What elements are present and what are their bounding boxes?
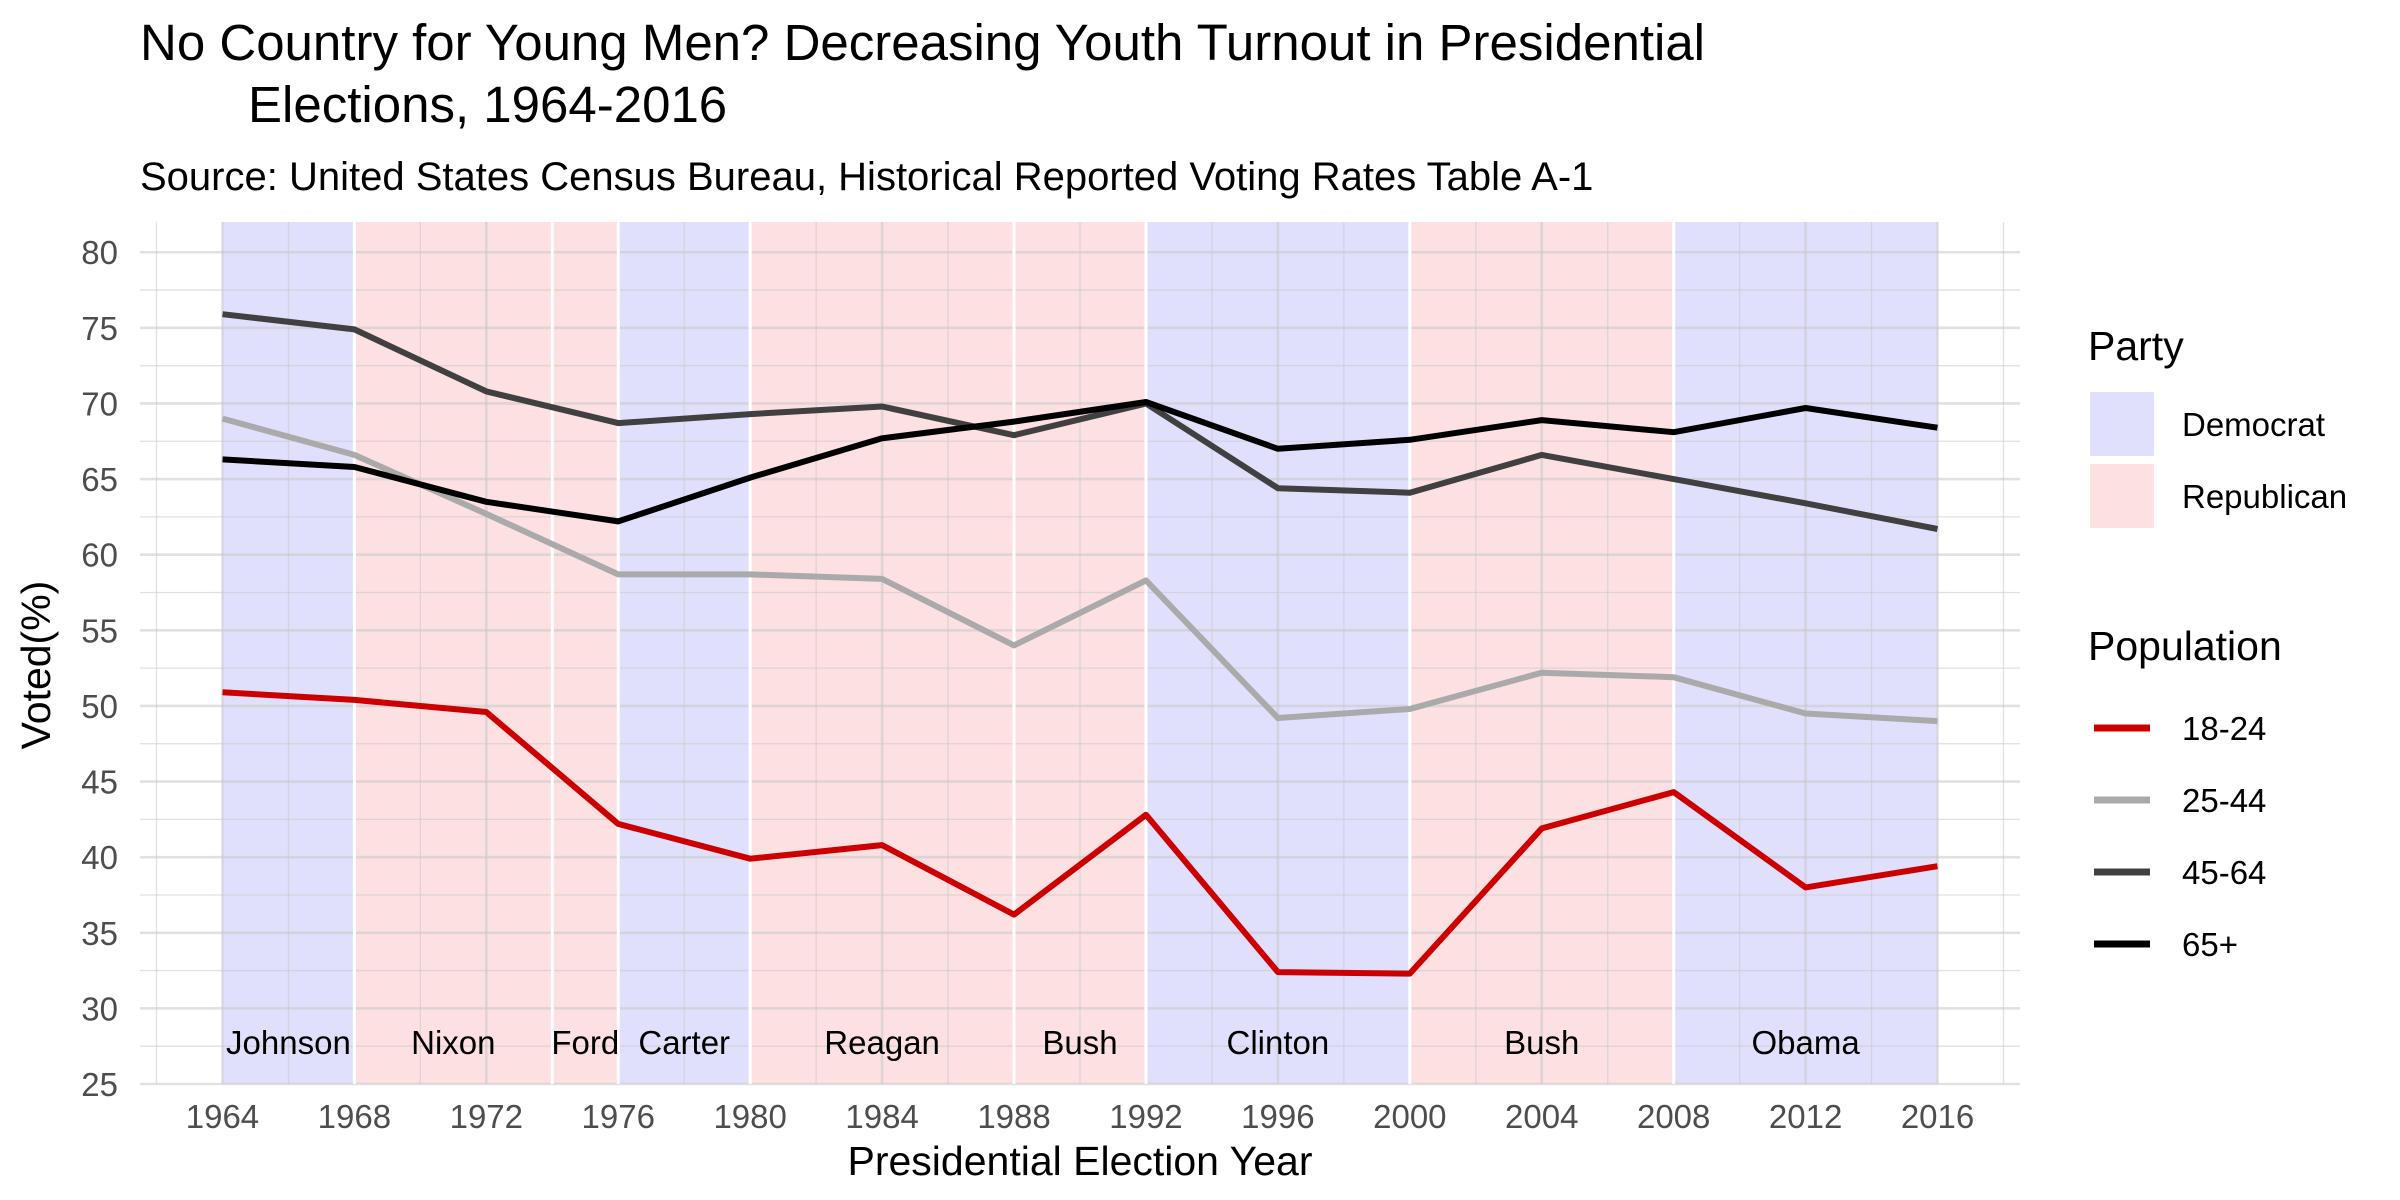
legend-key-republican bbox=[2090, 464, 2154, 528]
administration-label-nixon: Nixon bbox=[411, 1024, 495, 1061]
administration-separators bbox=[352, 222, 1676, 1084]
chart-subtitle: Source: United States Census Bureau, His… bbox=[140, 155, 1593, 199]
band-republican-nixon-1 bbox=[354, 222, 553, 1084]
legend-label-25-44: 25-44 bbox=[2182, 782, 2266, 819]
administration-label-johnson: Johnson bbox=[226, 1024, 351, 1061]
x-tick-label: 1988 bbox=[977, 1098, 1050, 1135]
y-tick-label: 30 bbox=[81, 990, 118, 1027]
administration-label-obama: Obama bbox=[1752, 1024, 1861, 1061]
x-tick-label: 1984 bbox=[845, 1098, 918, 1135]
legend-label-65: 65+ bbox=[2182, 926, 2238, 963]
y-tick-label: 45 bbox=[81, 764, 118, 801]
y-tick-label: 60 bbox=[81, 537, 118, 574]
population-legend: Population 18-24 25-44 45-64 65+ bbox=[2088, 623, 2282, 963]
administration-label-ford: Ford bbox=[551, 1024, 619, 1061]
y-tick-label: 55 bbox=[81, 612, 118, 649]
chart-title-line-1: No Country for Young Men? Decreasing You… bbox=[140, 14, 1705, 71]
y-tick-label: 40 bbox=[81, 839, 118, 876]
administration-labels: Johnson Nixon Ford Carter Reagan Bush Clinton B… bbox=[226, 1024, 1860, 1061]
y-tick-label: 50 bbox=[81, 688, 118, 725]
y-axis-label: Voted(%) bbox=[13, 581, 59, 750]
x-tick-label: 1980 bbox=[713, 1098, 786, 1135]
administration-label-carter: Carter bbox=[638, 1024, 730, 1061]
series-line-18-24 bbox=[222, 689, 1938, 977]
x-tick-label: 1964 bbox=[186, 1098, 259, 1135]
legend-label-republican: Republican bbox=[2182, 478, 2347, 515]
party-legend: Party Democrat Republican bbox=[2088, 323, 2347, 528]
x-tick-label: 1968 bbox=[318, 1098, 391, 1135]
x-tick-label: 2000 bbox=[1373, 1098, 1446, 1135]
population-legend-title: Population bbox=[2088, 623, 2282, 669]
series-line-65 bbox=[222, 399, 1938, 525]
x-axis-ticks: 1964 1968 1972 1976 1980 1984 1988 1992 1996 2000… bbox=[186, 1098, 1975, 1135]
administration-label-bush: Bush bbox=[1504, 1024, 1579, 1061]
y-axis-ticks: 25 30 35 40 45 50 55 60 65 70 75 80 bbox=[81, 234, 118, 1103]
x-tick-label: 1996 bbox=[1241, 1098, 1314, 1135]
x-tick-label: 1972 bbox=[450, 1098, 523, 1135]
administration-label-bush: Bush bbox=[1042, 1024, 1117, 1061]
x-tick-label: 2008 bbox=[1637, 1098, 1710, 1135]
y-tick-label: 35 bbox=[81, 915, 118, 952]
administration-label-reagan: Reagan bbox=[824, 1024, 940, 1061]
chart-title-line-2: Elections, 1964-2016 bbox=[248, 76, 727, 133]
y-tick-label: 65 bbox=[81, 461, 118, 498]
band-republican-ford-2 bbox=[552, 222, 619, 1084]
series-lines bbox=[221, 311, 1939, 977]
series-line-45-64 bbox=[222, 311, 1939, 532]
x-tick-label: 2016 bbox=[1901, 1098, 1974, 1135]
x-axis-label: Presidential Election Year bbox=[848, 1138, 1313, 1184]
legend-key-democrat bbox=[2090, 392, 2154, 456]
administration-label-clinton: Clinton bbox=[1227, 1024, 1330, 1061]
y-tick-label: 70 bbox=[81, 385, 118, 422]
x-tick-label: 2012 bbox=[1769, 1098, 1842, 1135]
grid-lines bbox=[140, 222, 2020, 1086]
legend-label-45-64: 45-64 bbox=[2182, 854, 2266, 891]
x-tick-label: 2004 bbox=[1505, 1098, 1578, 1135]
party-legend-title: Party bbox=[2088, 323, 2184, 369]
x-tick-label: 1992 bbox=[1109, 1098, 1182, 1135]
series-line-25-44 bbox=[221, 415, 1938, 725]
y-tick-label: 25 bbox=[81, 1066, 118, 1103]
legend-label-democrat: Democrat bbox=[2182, 406, 2325, 443]
y-tick-label: 80 bbox=[81, 234, 118, 271]
legend-label-18-24: 18-24 bbox=[2182, 710, 2266, 747]
x-tick-label: 1976 bbox=[582, 1098, 655, 1135]
y-tick-label: 75 bbox=[81, 310, 118, 347]
